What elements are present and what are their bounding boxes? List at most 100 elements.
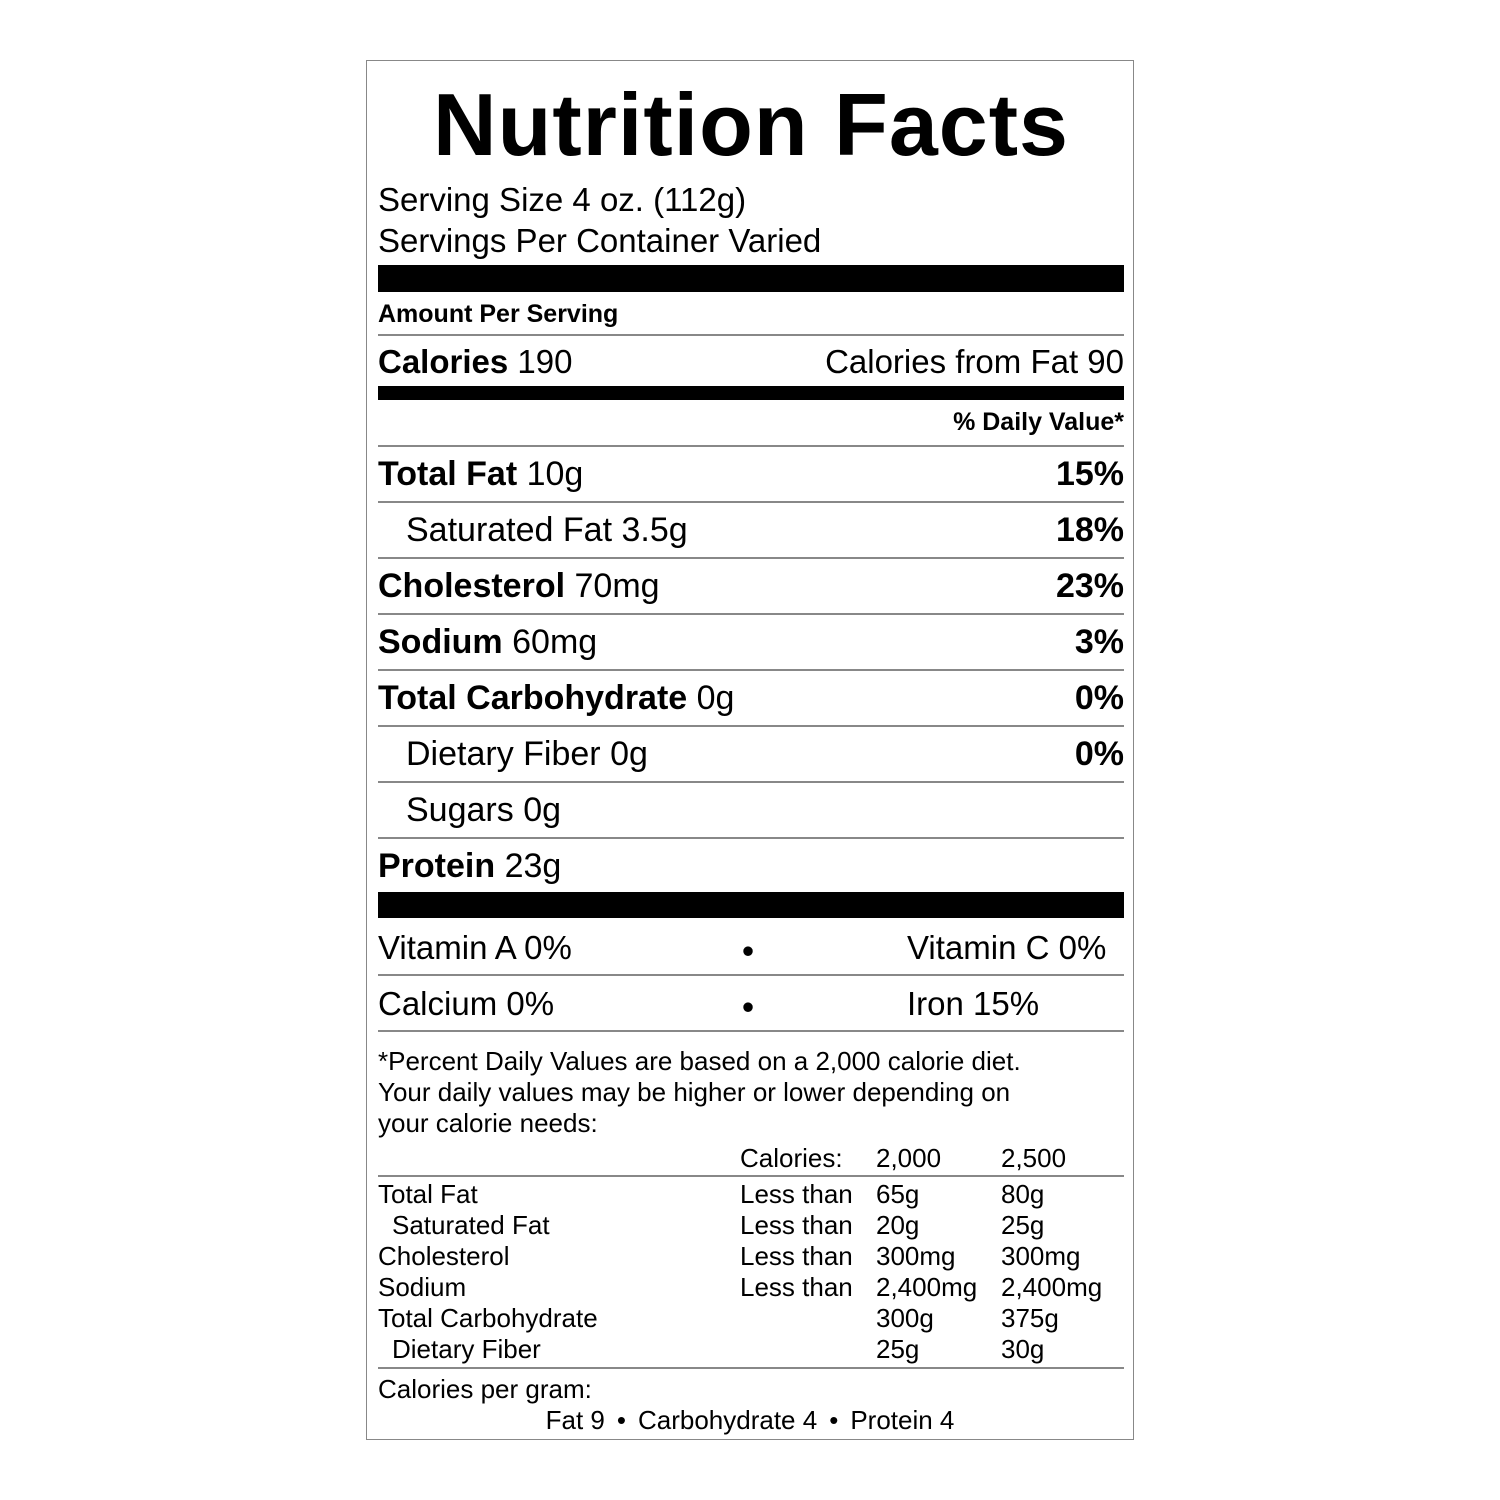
calories: Calories 190	[378, 345, 572, 378]
rule	[378, 386, 1124, 400]
table-value: 300g	[876, 1303, 934, 1333]
table-value: 2,400mg	[876, 1272, 978, 1302]
table-qualifier: Less than	[740, 1210, 853, 1240]
bullet: •	[742, 987, 754, 1025]
rule	[378, 892, 1124, 918]
rule	[378, 725, 1124, 727]
nutrient-name: Total Fat	[378, 455, 518, 493]
table-header: 2,000	[876, 1143, 942, 1173]
footnote-line: your calorie needs:	[378, 1108, 598, 1138]
nutrient-name: Sugars	[406, 791, 514, 829]
nutrient-row: Cholesterol 70mg	[378, 569, 660, 603]
serving-size: Serving Size 4 oz. (112g)	[378, 180, 747, 218]
table-value: 25g	[876, 1334, 920, 1364]
spacer	[495, 847, 504, 885]
table-row-name: Cholesterol	[378, 1241, 510, 1271]
calories-per-gram-label: Calories per gram:	[378, 1374, 592, 1404]
nutrient-row: Total Fat 10g	[378, 457, 583, 491]
calories-label: Calories	[378, 342, 509, 380]
nutrient-name: Sodium	[378, 623, 503, 661]
table-value: 80g	[1001, 1179, 1045, 1209]
calories-from-fat: Calories from Fat 90	[825, 342, 1124, 380]
table-qualifier: Less than	[740, 1241, 853, 1271]
nutrient-name: Dietary Fiber	[406, 735, 601, 773]
daily-value-header: % Daily Value*	[953, 407, 1124, 436]
nutrient-amount: 10g	[526, 455, 584, 493]
spacer	[601, 735, 610, 773]
table-value: 300mg	[1001, 1241, 1081, 1271]
bullet: •	[829, 1405, 839, 1435]
table-value: 300mg	[876, 1241, 956, 1271]
nutrient-row: Sodium 60mg	[378, 625, 597, 659]
rule	[378, 837, 1124, 839]
calories-per-gram-item: Fat 9	[545, 1405, 605, 1435]
table-row-name: Total Fat	[378, 1179, 478, 1209]
nutrient-amount: 0g	[523, 791, 562, 829]
table-value: 65g	[876, 1179, 920, 1209]
nutrient-row: Total Carbohydrate 0g	[378, 681, 734, 715]
rule	[378, 1175, 1124, 1177]
table-row-name: Saturated Fat	[392, 1210, 550, 1240]
label-border	[366, 60, 1134, 1440]
spacer	[514, 791, 523, 829]
vitamin: Calcium 0%	[378, 984, 555, 1022]
rule	[378, 613, 1124, 615]
title: Nutrition Facts	[433, 75, 1069, 174]
vitamin: Vitamin C 0%	[907, 928, 1107, 966]
table-value: 25g	[1001, 1210, 1045, 1240]
daily-value: 0%	[1074, 735, 1124, 773]
spacer	[517, 455, 526, 493]
daily-value: 15%	[1055, 455, 1124, 493]
spacer	[687, 679, 696, 717]
nutrient-amount: 60mg	[512, 623, 598, 661]
rule	[378, 974, 1124, 976]
table-header: 2,500	[1001, 1143, 1067, 1173]
table-value: 20g	[876, 1210, 920, 1240]
rule	[378, 445, 1124, 447]
daily-value: 3%	[1074, 623, 1124, 661]
nutrient-name: Total Carbohydrate	[378, 679, 688, 717]
spacer	[565, 567, 574, 605]
rule	[378, 501, 1124, 503]
rule	[378, 781, 1124, 783]
nutrient-amount: 70mg	[574, 567, 660, 605]
daily-value: 23%	[1055, 567, 1124, 605]
rule	[378, 265, 1124, 292]
calories-per-gram-item: Carbohydrate 4	[637, 1405, 818, 1435]
nutrient-row: Saturated Fat 3.5g	[406, 513, 688, 547]
table-row-name: Sodium	[378, 1272, 467, 1302]
spacer	[503, 623, 512, 661]
footnote-line: *Percent Daily Values are based on a 2,0…	[378, 1046, 1021, 1076]
bullet: •	[742, 931, 754, 969]
nutrient-amount: 3.5g	[621, 511, 688, 549]
rule	[378, 557, 1124, 559]
nutrient-name: Cholesterol	[378, 567, 566, 605]
table-value: 375g	[1001, 1303, 1059, 1333]
footnote-line: Your daily values may be higher or lower…	[378, 1077, 1011, 1107]
table-header: Calories:	[740, 1143, 843, 1173]
daily-value: 18%	[1055, 511, 1124, 549]
rule	[378, 334, 1124, 336]
vitamin: Iron 15%	[907, 984, 1040, 1022]
bullet: •	[616, 1405, 626, 1435]
table-qualifier: Less than	[740, 1179, 853, 1209]
nutrient-amount: 0g	[610, 735, 648, 773]
nutrient-row: Protein 23g	[378, 849, 561, 883]
calories-per-gram-items: Fat 9 • Carbohydrate 4 • Protein 4	[350, 1407, 1150, 1433]
nutrient-name: Saturated Fat	[406, 511, 613, 549]
table-row-name: Total Carbohydrate	[378, 1303, 598, 1333]
calories-amount: 190	[517, 342, 573, 380]
nutrient-amount: 23g	[504, 847, 562, 885]
rule	[378, 1030, 1124, 1032]
daily-value: 0%	[1074, 679, 1124, 717]
rule	[378, 1367, 1124, 1369]
amount-per-serving: Amount Per Serving	[378, 299, 619, 328]
nutrient-amount: 0g	[696, 679, 735, 717]
nutrient-row: Sugars 0g	[406, 793, 561, 827]
table-value: 2,400mg	[1001, 1272, 1103, 1302]
nutrient-name: Protein	[378, 847, 496, 885]
table-value: 30g	[1001, 1334, 1045, 1364]
vitamin: Vitamin A 0%	[378, 928, 572, 966]
rule	[378, 669, 1124, 671]
